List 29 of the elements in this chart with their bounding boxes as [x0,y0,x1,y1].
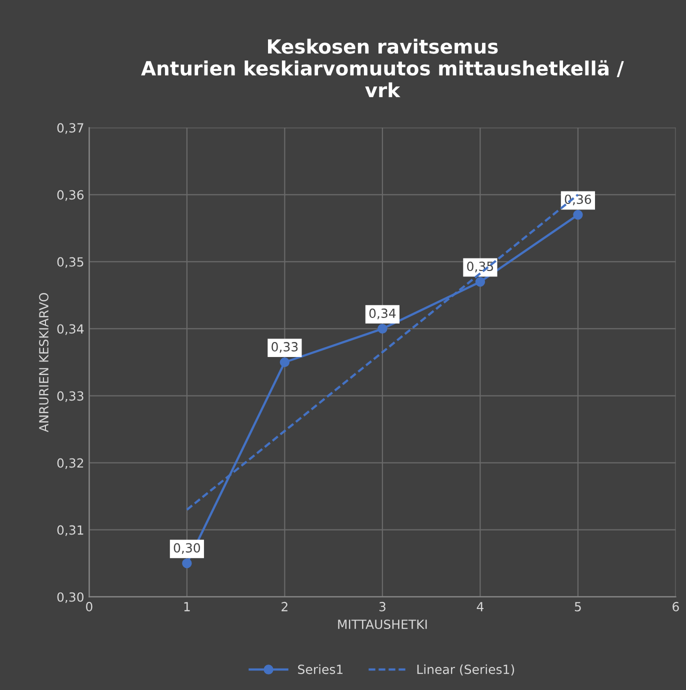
y-tick-label: 0,37 [57,123,84,134]
point [573,210,583,220]
data-label: 0,33 [272,342,298,353]
y-tick-label: 0,34 [57,324,84,335]
y-tick-label: 0,33 [57,391,84,402]
point [378,324,388,334]
x-axis-title: MITTAUSHETKI [338,620,427,630]
y-tick-label: 0,30 [57,592,84,604]
x-tick-label: 3 [379,602,386,612]
x-tick-label: 5 [574,602,581,612]
x-tick-label: 6 [672,602,679,612]
data-label: 0,35 [467,262,494,272]
legend-label: Linear (Series1) [417,664,514,676]
x-tick-label: 4 [476,602,484,612]
legend-label: Series1 [298,664,342,674]
y-tick-label: 0,35 [57,257,84,268]
x-tick-label: 0 [86,602,92,612]
x-tick-label: 2 [282,602,288,612]
point [475,276,486,287]
data-label: 0,34 [369,308,396,320]
data-label: 0,30 [174,543,200,554]
point [182,558,192,568]
y-tick-label: 0,31 [57,525,84,536]
point [280,357,290,368]
x-tick-label: 1 [184,602,190,612]
y-tick-label: 0,32 [57,458,84,469]
chart-title: Keskosen ravitsemus Anturien keskiarvomuutos mittaushetkellä / vrk [141,38,624,98]
y-axis-title: ANRURIEN KESKIARVO [39,292,49,432]
y-tick-label: 0,36 [57,190,84,201]
